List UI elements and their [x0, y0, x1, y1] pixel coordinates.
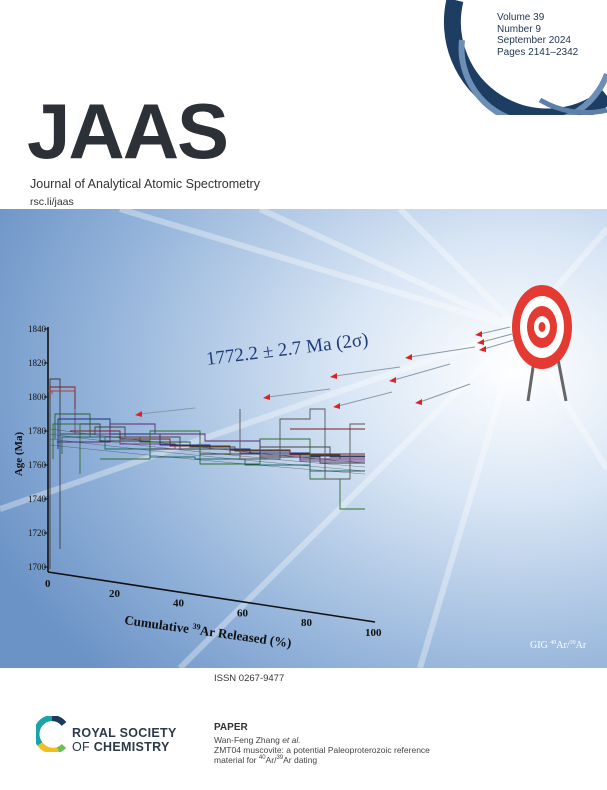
volume: Volume 39 — [497, 12, 545, 23]
x-tick-label: 40 — [173, 598, 185, 610]
y-tick-label: 1820 — [28, 358, 47, 368]
cover-background — [0, 209, 607, 668]
paper-title-line1: ZMT04 muscovite: a potential Paleoproter… — [214, 745, 430, 755]
journal-full-name: Journal of Analytical Atomic Spectrometr… — [30, 177, 260, 191]
x-tick-label: 100 — [365, 627, 382, 639]
x-tick-label: 0 — [45, 578, 51, 590]
y-tick-label: 1720 — [28, 528, 47, 538]
journal-title: JAAS — [27, 87, 229, 175]
publisher-name-line2: OF CHEMISTRY — [72, 740, 170, 754]
publisher-name-line1: ROYAL SOCIETY — [72, 726, 177, 740]
journal-url[interactable]: rsc.li/jaas — [30, 196, 74, 208]
y-tick-label: 1840 — [28, 324, 47, 334]
y-tick-label: 1800 — [28, 392, 47, 402]
rsc-logo-icon — [36, 716, 67, 752]
y-tick-label: 1780 — [28, 426, 47, 436]
x-axis — [47, 571, 376, 623]
paper-label: PAPER — [214, 722, 248, 733]
issue-info: Volume 39 Number 9 September 2024 Pages … — [497, 12, 578, 58]
issue-date: September 2024 — [497, 35, 571, 46]
y-tick-label: 1740 — [28, 494, 47, 504]
arrows-group — [135, 326, 515, 417]
paper-authors: Wan-Feng Zhang et al. — [214, 735, 301, 745]
x-tick-label: 60 — [237, 607, 249, 619]
x-tick-label: 20 — [109, 588, 121, 600]
lab-label: GIG 40Ar/39Ar — [530, 640, 587, 651]
bullseye-target-icon — [512, 285, 572, 402]
page-range: Pages 2141–2342 — [497, 46, 579, 58]
issn: ISSN 0267-9477 — [214, 673, 285, 684]
issue-ring-graphic — [443, 0, 607, 115]
cover-artwork: 1772.2 ± 2.7 Ma (2σ) 1840182018001780176… — [0, 209, 607, 668]
paper-title-line2: material for 40Ar/39Ar dating — [214, 755, 318, 765]
y-tick-label: 1700 — [28, 562, 47, 572]
y-tick-label: 1760 — [28, 460, 47, 470]
x-tick-label: 80 — [301, 617, 313, 629]
y-axis-label: Age (Ma) — [13, 432, 25, 477]
issue-number: Number 9 — [497, 23, 541, 35]
